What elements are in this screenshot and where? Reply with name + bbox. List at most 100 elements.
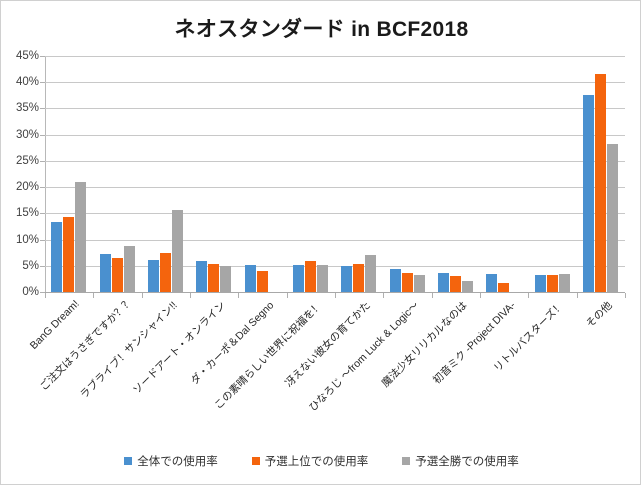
y-axis-tick-10pct: 10% <box>15 233 39 246</box>
legend-label: 全体での使用率 <box>137 456 218 468</box>
bar <box>461 281 473 292</box>
bar <box>437 273 449 292</box>
bar-group <box>582 56 619 292</box>
bar-group <box>292 56 329 292</box>
plot-area <box>45 56 625 292</box>
y-axis-tick-mark <box>40 108 45 110</box>
x-axis-tick-mark <box>238 293 240 298</box>
bar <box>147 259 159 292</box>
y-axis-line <box>45 56 46 293</box>
y-axis-tick-45pct: 45% <box>15 50 39 62</box>
y-axis-tick-30pct: 30% <box>15 128 39 141</box>
x-axis-tick-mark <box>576 293 578 298</box>
bar <box>111 257 123 292</box>
bar <box>244 264 256 292</box>
bar <box>304 261 316 292</box>
bar <box>220 265 232 292</box>
y-axis-tick-mark <box>40 82 45 84</box>
bar <box>498 283 510 292</box>
bar-group <box>99 56 136 292</box>
bar-group <box>341 56 377 292</box>
gridline <box>45 213 625 215</box>
bar <box>594 74 606 292</box>
gridline <box>45 160 625 162</box>
y-axis-tick-mark <box>40 134 45 136</box>
x-axis-category-labels: BanG Dream! ご注文はうさぎですか？？ ラブライブ！サンシャイン!! ソード… <box>1 294 640 434</box>
chart-title: ネオスタンダード in BCF2018 <box>174 18 469 41</box>
y-axis-tick-25pct: 25% <box>15 154 39 167</box>
y-axis-tick-0pct: 0% <box>22 286 39 298</box>
x-axis-tick-mark <box>625 293 626 298</box>
x-axis-line <box>45 292 625 293</box>
y-axis-tick-40pct: 40% <box>15 76 39 89</box>
bar <box>558 273 570 292</box>
gridline <box>45 239 625 241</box>
bar <box>353 264 365 292</box>
x-axis-tick-mark <box>431 293 433 298</box>
gridline <box>45 56 625 57</box>
bar <box>123 245 135 292</box>
bar-group <box>486 56 522 292</box>
y-axis-tick-labels: 0% 5% 10% 15% 20% 25% 30% 35% 40% 45% <box>1 50 39 298</box>
bar <box>292 265 304 292</box>
gridline <box>45 187 625 189</box>
bar <box>449 275 461 292</box>
y-axis-tick-15pct: 15% <box>15 207 39 220</box>
legend-label: 予選全勝での使用率 <box>415 456 519 468</box>
bar-group <box>147 56 184 292</box>
chart-legend: 全体での使用率 予選上位での使用率 予選全勝での使用率 <box>1 453 640 469</box>
legend-swatch-icon <box>124 457 133 465</box>
bar-group <box>51 56 87 292</box>
bar <box>51 222 63 292</box>
bar <box>316 265 328 292</box>
bar <box>389 268 401 292</box>
bar <box>606 144 618 292</box>
legend-swatch-icon <box>402 457 411 465</box>
gridline <box>45 82 625 84</box>
bar <box>75 181 87 292</box>
bar-group <box>196 56 232 292</box>
bar-group <box>437 56 474 292</box>
x-axis-tick-mark <box>528 293 530 298</box>
bar <box>159 253 171 292</box>
y-axis-tick-mark <box>40 213 45 215</box>
legend-item-0[interactable]: 全体での使用率 <box>124 453 218 469</box>
y-axis-tick-mark <box>40 160 45 162</box>
x-axis-tick-mark <box>141 293 143 298</box>
bar-group <box>244 56 281 292</box>
y-axis-tick-mark <box>40 265 45 267</box>
y-axis-tick-mark <box>40 56 45 57</box>
x-axis-label: ご注文はうさぎですか？？ <box>37 295 136 394</box>
x-axis-tick-mark <box>45 293 46 298</box>
x-axis-tick-mark <box>190 293 191 298</box>
bar <box>208 264 220 292</box>
x-axis-tick-mark <box>383 293 385 298</box>
x-axis-tick-mark <box>93 293 95 298</box>
bar-group <box>389 56 426 292</box>
bar <box>171 209 183 292</box>
y-axis-tick-mark <box>40 239 45 241</box>
legend-item-2[interactable]: 予選全勝での使用率 <box>402 453 519 469</box>
x-axis-tick-mark <box>480 293 481 298</box>
x-axis-tick-mark <box>335 293 336 298</box>
bar <box>196 261 208 292</box>
bar <box>99 253 111 292</box>
y-axis-tick-35pct: 35% <box>15 102 39 115</box>
bar-group <box>534 56 571 292</box>
bar <box>413 274 425 292</box>
bar <box>341 265 353 292</box>
gridline <box>45 108 625 110</box>
legend-item-1[interactable]: 予選上位での使用率 <box>251 453 369 469</box>
x-axis-tick-mark <box>286 293 288 298</box>
bar <box>582 94 594 292</box>
y-axis-tick-mark <box>40 292 45 293</box>
y-axis-tick-5pct: 5% <box>22 259 39 272</box>
bar <box>546 274 558 292</box>
legend-swatch-icon <box>251 457 260 465</box>
bar <box>63 217 75 292</box>
y-axis-tick-mark <box>40 187 45 189</box>
legend-label: 予選上位での使用率 <box>264 456 369 468</box>
bar <box>401 273 413 292</box>
bar <box>486 273 498 292</box>
